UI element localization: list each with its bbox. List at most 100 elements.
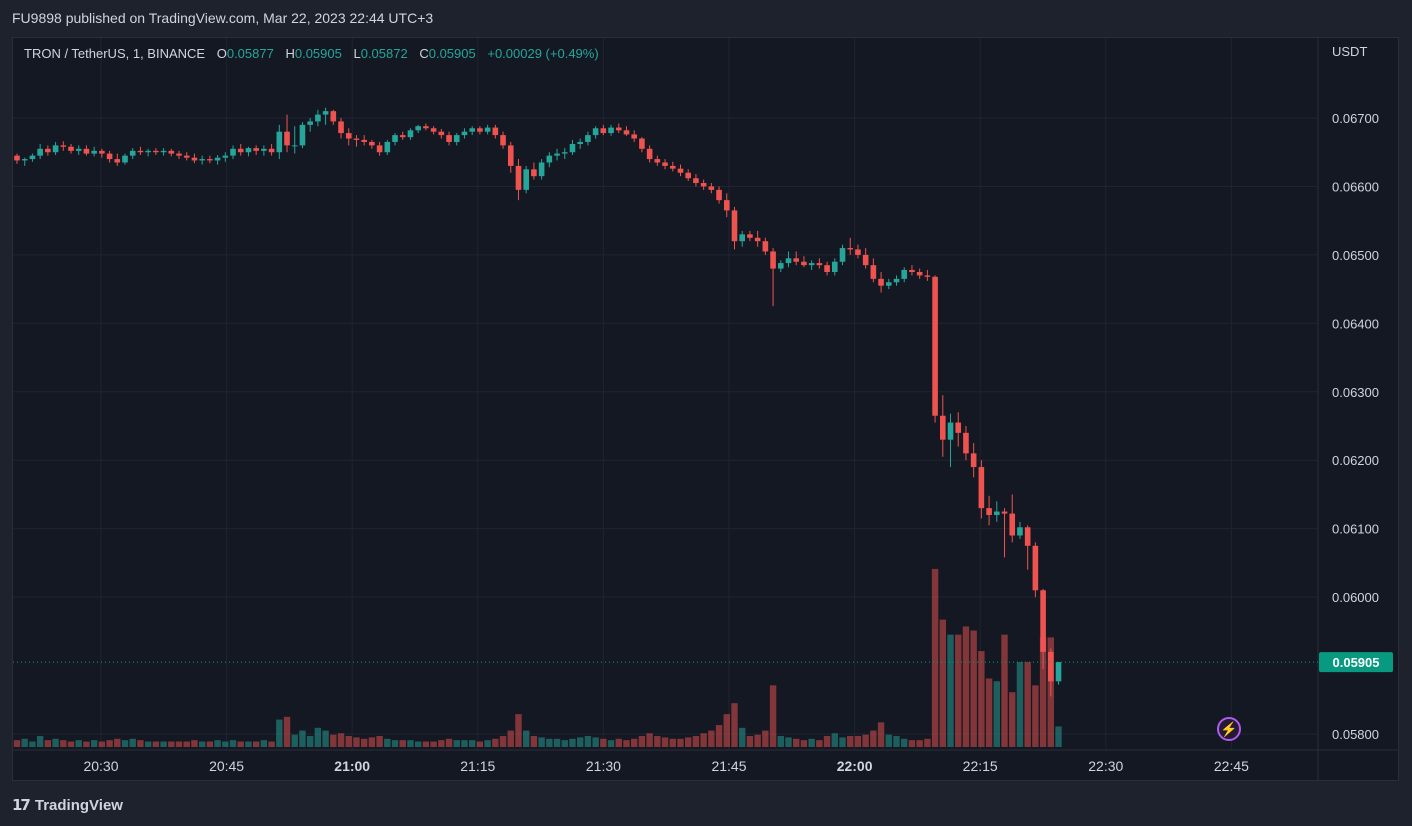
candle[interactable] [145, 148, 151, 157]
candle[interactable] [561, 148, 568, 160]
candle[interactable] [407, 128, 414, 140]
candle[interactable] [507, 141, 514, 173]
candle[interactable] [315, 109, 321, 127]
candle[interactable] [940, 395, 946, 457]
lightning-icon[interactable]: ⚡ [1217, 717, 1241, 741]
candle[interactable] [1001, 508, 1008, 558]
candle[interactable] [222, 152, 229, 162]
candle[interactable] [785, 251, 792, 268]
candle[interactable] [168, 148, 175, 157]
candle[interactable] [75, 145, 82, 155]
candle[interactable] [839, 244, 846, 266]
candle[interactable] [677, 164, 684, 177]
candle[interactable] [415, 124, 421, 134]
candle[interactable] [932, 275, 938, 423]
candle[interactable] [399, 131, 406, 140]
candle[interactable] [21, 157, 28, 166]
candle[interactable] [870, 258, 877, 283]
candle[interactable] [37, 144, 43, 160]
candle[interactable] [430, 126, 437, 135]
candle[interactable] [477, 126, 483, 135]
candle[interactable] [793, 251, 800, 266]
candle[interactable] [878, 272, 884, 293]
candle[interactable] [338, 118, 344, 139]
candle[interactable] [45, 145, 51, 156]
candle[interactable] [546, 152, 553, 168]
candle[interactable] [237, 144, 244, 156]
candle[interactable] [345, 128, 352, 146]
candle[interactable] [276, 124, 283, 160]
candle[interactable] [376, 141, 383, 156]
candle[interactable] [160, 148, 167, 156]
candle[interactable] [199, 155, 205, 165]
candle[interactable] [716, 186, 722, 204]
candle[interactable] [1040, 588, 1046, 669]
candle[interactable] [137, 146, 144, 155]
candle[interactable] [831, 258, 838, 276]
candle[interactable] [855, 244, 861, 259]
candle[interactable] [963, 426, 969, 461]
candle[interactable] [554, 148, 560, 161]
candle[interactable] [662, 159, 668, 170]
candle[interactable] [1024, 525, 1031, 570]
candle[interactable] [639, 137, 645, 153]
candle[interactable] [816, 258, 823, 269]
candle[interactable] [361, 135, 367, 146]
candle[interactable] [708, 183, 715, 194]
candle[interactable] [515, 159, 522, 201]
candle[interactable] [207, 155, 213, 164]
candle[interactable] [492, 124, 499, 139]
candle[interactable] [608, 124, 614, 136]
candle[interactable] [585, 131, 591, 146]
candle[interactable] [777, 260, 784, 272]
candle[interactable] [885, 278, 892, 290]
candle[interactable] [322, 107, 329, 125]
candle[interactable] [268, 144, 275, 156]
candle[interactable] [754, 230, 761, 247]
candle[interactable] [762, 237, 769, 255]
candle[interactable] [99, 148, 105, 158]
candle[interactable] [615, 123, 622, 134]
candle[interactable] [808, 260, 815, 270]
candle[interactable] [770, 248, 776, 307]
candle[interactable] [369, 139, 375, 149]
candle[interactable] [824, 261, 830, 276]
candle[interactable] [299, 122, 306, 149]
candle[interactable] [978, 460, 985, 519]
candle[interactable] [91, 146, 97, 157]
candle[interactable] [253, 145, 259, 155]
candle[interactable] [801, 256, 807, 268]
candle[interactable] [1032, 542, 1039, 598]
candle[interactable] [191, 153, 198, 164]
tradingview-footer[interactable]: 17 TradingView [12, 796, 123, 814]
candle[interactable] [214, 154, 221, 165]
candle[interactable] [14, 153, 20, 164]
candle[interactable] [739, 230, 746, 247]
candle[interactable] [924, 269, 931, 281]
candle[interactable] [60, 141, 67, 151]
candle[interactable] [129, 148, 136, 160]
candle[interactable] [747, 230, 753, 242]
candle[interactable] [261, 145, 267, 156]
candle[interactable] [901, 267, 908, 283]
candle[interactable] [623, 126, 630, 136]
candle[interactable] [122, 153, 128, 165]
candle[interactable] [955, 412, 962, 447]
candle[interactable] [986, 495, 992, 526]
candle[interactable] [631, 130, 637, 142]
candle[interactable] [592, 126, 599, 139]
candle[interactable] [423, 123, 429, 131]
candle[interactable] [685, 169, 692, 181]
candle[interactable] [970, 443, 977, 478]
candle[interactable] [500, 131, 506, 149]
candle[interactable] [693, 174, 699, 187]
candle[interactable] [307, 118, 313, 132]
candle[interactable] [847, 237, 854, 255]
candle[interactable] [469, 126, 475, 136]
candle[interactable] [52, 141, 59, 155]
candle[interactable] [392, 133, 398, 146]
candle[interactable] [577, 138, 583, 149]
candle[interactable] [916, 268, 923, 279]
candle[interactable] [600, 124, 607, 136]
